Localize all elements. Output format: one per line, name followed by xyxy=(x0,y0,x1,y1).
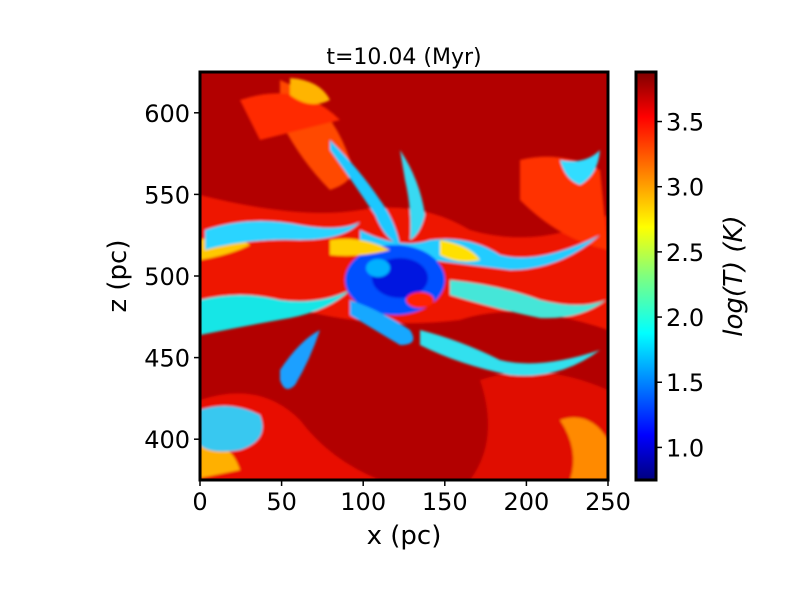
colorbar-tick-label: 1.5 xyxy=(666,369,704,397)
colorbar-tick-label: 2.0 xyxy=(666,304,704,332)
x-axis-ticks: 0 50 100 150 200 250 xyxy=(192,480,631,516)
x-tick-label: 200 xyxy=(503,488,549,516)
colorbar-tick-label: 3.0 xyxy=(666,174,704,202)
colorbar-tick-label: 1.0 xyxy=(666,434,704,462)
x-tick-label: 250 xyxy=(585,488,631,516)
colorbar xyxy=(636,72,656,480)
colorbar-label: log(T) (K) xyxy=(719,215,749,336)
y-axis-label: z (pc) xyxy=(103,240,133,313)
y-tick-label: 400 xyxy=(144,426,190,454)
y-tick-label: 550 xyxy=(144,181,190,209)
x-tick-label: 100 xyxy=(340,488,386,516)
y-tick-label: 450 xyxy=(144,345,190,373)
colorbar-frame xyxy=(634,70,658,482)
colorbar-tick-label: 2.5 xyxy=(666,239,704,267)
y-axis-ticks: 400 450 500 550 600 xyxy=(144,100,200,454)
y-tick-label: 600 xyxy=(144,100,190,128)
temperature-field xyxy=(200,72,608,480)
colorbar-tick-label: 3.5 xyxy=(666,109,704,137)
x-tick-label: 0 xyxy=(192,488,207,516)
x-axis-label: x (pc) xyxy=(367,521,442,551)
colorbar-ticks: 1.0 1.5 2.0 2.5 3.0 3.5 xyxy=(656,109,704,462)
x-tick-label: 50 xyxy=(266,488,297,516)
y-tick-label: 500 xyxy=(144,263,190,291)
x-tick-label: 150 xyxy=(422,488,468,516)
chart-title: t=10.04 (Myr) xyxy=(326,45,481,70)
